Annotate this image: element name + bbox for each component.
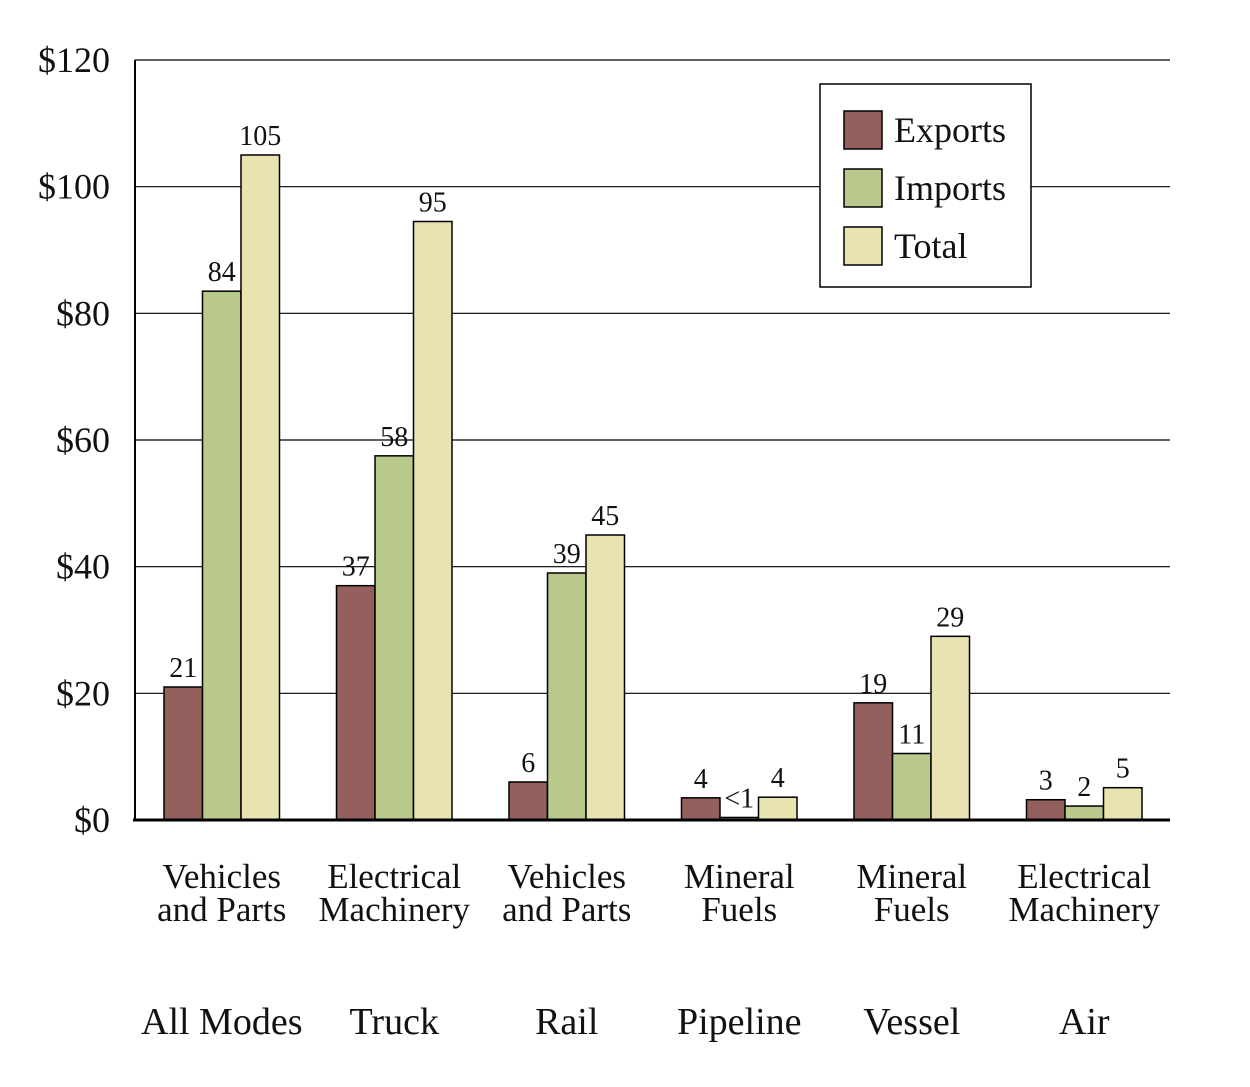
mode-label: Rail [535, 1001, 598, 1043]
data-label: 11 [898, 720, 925, 751]
mode-label: Air [1059, 1001, 1110, 1043]
legend: Exports Imports Total [819, 83, 1032, 288]
data-label: 3 [1039, 766, 1053, 797]
bar-exports [163, 686, 204, 821]
mode-label: All Modes [141, 1001, 303, 1043]
mode-label: Truck [350, 1001, 439, 1043]
data-label: 19 [859, 669, 887, 700]
category-label: Mineral [856, 857, 967, 896]
data-label: 2 [1077, 772, 1091, 803]
category-label: Electrical [327, 857, 461, 896]
y-tick-label: $120 [38, 40, 110, 80]
bar-total [240, 154, 281, 821]
bar-total [757, 796, 798, 821]
data-label: 21 [169, 653, 197, 684]
category-label: Fuels [874, 890, 950, 929]
category-label: Electrical [1017, 857, 1151, 896]
data-label: 29 [936, 602, 964, 633]
legend-swatch-imports [843, 168, 883, 208]
category-label: Vehicles [162, 857, 281, 896]
data-label: 58 [380, 422, 408, 453]
y-tick-label: $40 [56, 547, 110, 587]
mode-label: Pipeline [677, 1001, 802, 1043]
legend-label-total: Total [894, 226, 967, 266]
data-label: 37 [342, 552, 370, 583]
category-label: and Parts [502, 890, 631, 929]
category-label: Machinery [318, 890, 470, 929]
data-label: 45 [591, 501, 619, 532]
data-label: 4 [771, 763, 785, 794]
y-tick-label: $20 [56, 673, 110, 713]
category-label: Vehicles [507, 857, 626, 896]
category-label: Mineral [684, 857, 795, 896]
data-label: 6 [521, 748, 535, 779]
y-tick-label: $60 [56, 420, 110, 460]
category-label: and Parts [157, 890, 286, 929]
bar-total [585, 534, 626, 821]
data-label: <1 [724, 783, 754, 814]
category-label: Machinery [1008, 890, 1160, 929]
category-label: Fuels [701, 890, 777, 929]
y-axis-tick-labels: $0 $20 $40 $60 $80 $100 $120 [38, 40, 110, 840]
data-label: 5 [1116, 754, 1130, 785]
data-label: 105 [239, 121, 281, 152]
y-tick-label: $80 [56, 293, 110, 333]
bar-total [412, 220, 453, 821]
data-label: 84 [208, 257, 236, 288]
y-tick-label: $100 [38, 167, 110, 207]
legend-swatch-exports [843, 110, 883, 150]
bar-total [930, 635, 971, 821]
legend-swatch-total [843, 226, 883, 266]
bar-exports [335, 584, 376, 821]
bar-exports [853, 702, 894, 821]
legend-label-exports: Exports [894, 110, 1006, 150]
data-label: 39 [553, 539, 581, 570]
data-label: 95 [419, 188, 447, 219]
bar-exports [680, 797, 721, 821]
bar-exports [1025, 798, 1066, 821]
bar-exports [508, 781, 549, 821]
bars [163, 154, 1143, 821]
bar-total [1102, 786, 1143, 821]
data-labels: 21 84 105 37 58 95 6 39 45 4 <1 4 19 11 29 3 25 [169, 121, 1130, 814]
y-tick-label: $0 [74, 800, 110, 840]
grid-lines [135, 59, 1170, 694]
bar-imports [891, 752, 932, 821]
bar-imports [374, 455, 415, 821]
mode-label: Vessel [863, 1001, 960, 1043]
bar-imports [201, 290, 242, 821]
bar-imports [546, 572, 587, 821]
legend-label-imports: Imports [894, 168, 1006, 208]
data-label: 4 [694, 764, 708, 795]
bar-imports [1064, 805, 1105, 821]
